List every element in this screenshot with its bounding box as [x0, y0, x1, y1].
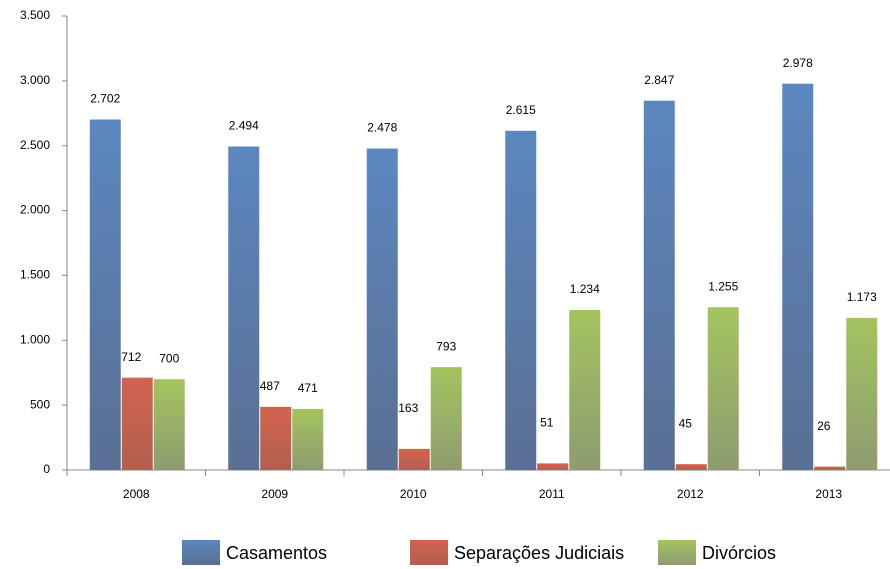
legend-swatch [182, 540, 220, 565]
data-label: 1.255 [708, 279, 738, 293]
bar [121, 377, 153, 470]
data-label: 2.615 [506, 103, 536, 117]
data-label: 51 [540, 416, 554, 430]
bar [643, 100, 675, 470]
data-label: 2.478 [367, 121, 397, 135]
x-tick-label: 2009 [261, 487, 288, 501]
y-tick-label: 1.000 [20, 332, 50, 346]
bar [846, 317, 878, 470]
legend-swatch [658, 540, 696, 565]
data-label: 1.173 [847, 290, 877, 304]
bar [430, 367, 462, 470]
bar [260, 406, 292, 470]
bar [292, 408, 324, 470]
data-label: 2.702 [90, 92, 120, 106]
bar [675, 464, 707, 470]
bar [366, 148, 398, 470]
y-tick-label: 3.500 [20, 8, 50, 22]
y-tick-label: 2.000 [20, 203, 50, 217]
y-tick-label: 500 [30, 397, 50, 411]
bar [782, 83, 814, 471]
bar [505, 130, 537, 470]
data-label: 487 [260, 379, 280, 393]
bar [398, 448, 430, 470]
legend-label: Casamentos [226, 543, 327, 563]
data-label: 1.234 [570, 282, 600, 296]
x-tick-label: 2013 [815, 487, 842, 501]
x-tick-label: 2010 [400, 487, 427, 501]
bar [707, 307, 739, 470]
bar [89, 119, 121, 471]
bar [814, 466, 846, 470]
bar [569, 309, 601, 470]
data-label: 471 [298, 381, 318, 395]
data-label: 712 [121, 350, 141, 364]
x-tick-label: 2012 [677, 487, 704, 501]
data-label: 700 [159, 351, 179, 365]
data-label: 45 [679, 416, 693, 430]
y-tick-label: 3.000 [20, 73, 50, 87]
y-tick-label: 1.500 [20, 268, 50, 282]
data-label: 2.494 [229, 119, 259, 133]
bar [537, 463, 569, 470]
data-label: 163 [398, 401, 418, 415]
y-tick-label: 2.500 [20, 138, 50, 152]
data-label: 2.978 [783, 56, 813, 70]
data-label: 2.847 [644, 73, 674, 87]
legend-label: Separações Judiciais [454, 543, 624, 563]
y-tick-label: 0 [43, 462, 50, 476]
x-tick-label: 2011 [539, 487, 565, 501]
legend-swatch [410, 540, 448, 565]
legend-label: Divórcios [702, 543, 776, 563]
data-label: 26 [817, 419, 831, 433]
bar [228, 146, 260, 471]
x-tick-label: 2008 [123, 487, 150, 501]
data-label: 793 [436, 339, 456, 353]
bar [153, 379, 185, 470]
